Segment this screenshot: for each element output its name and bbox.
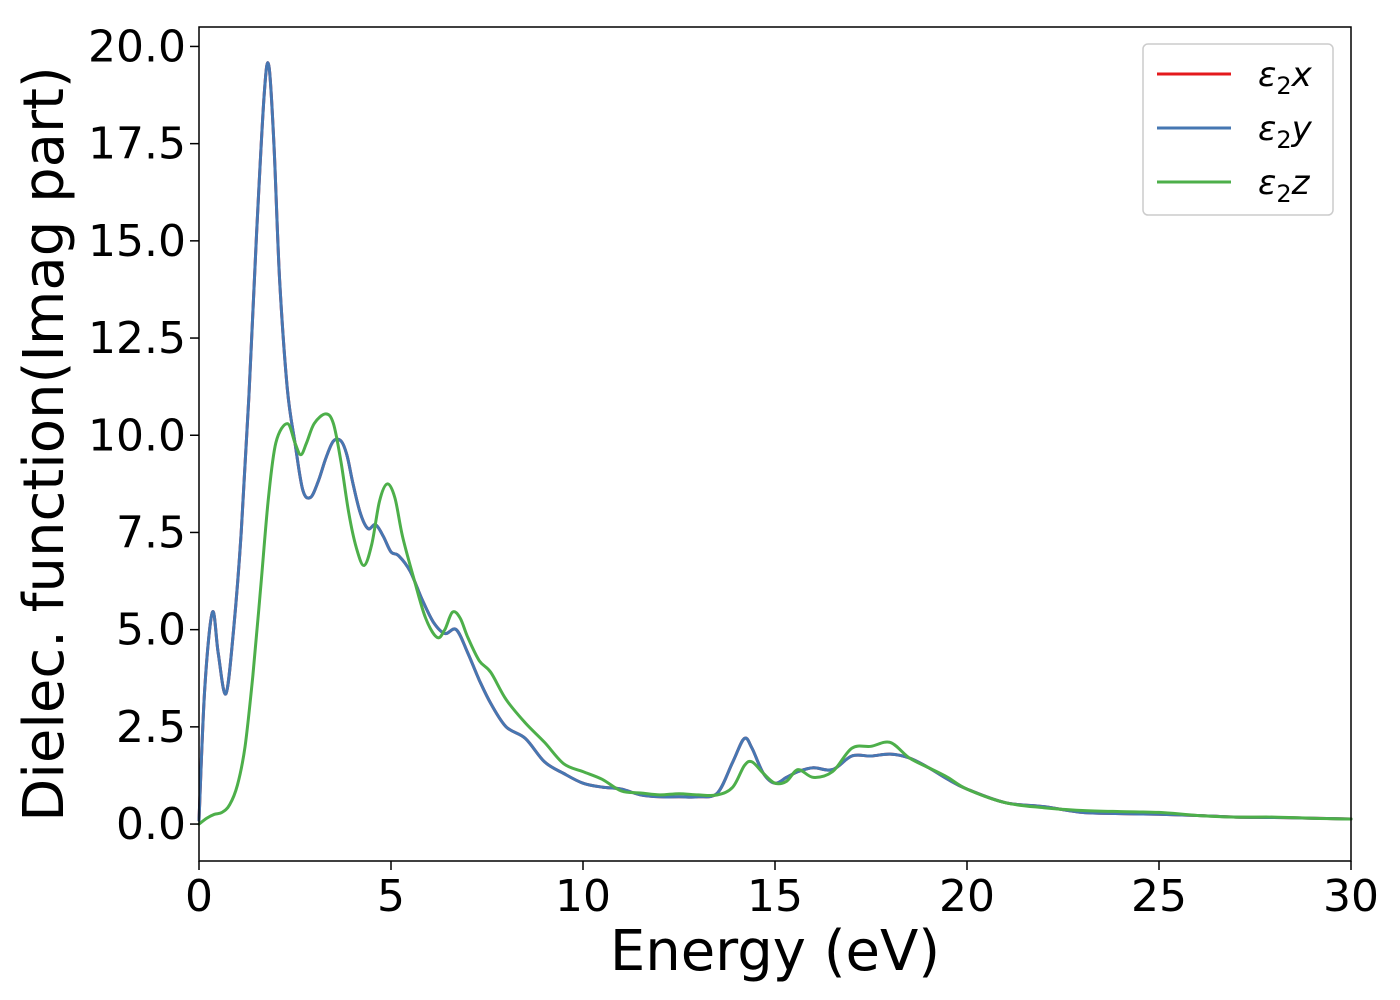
y-tick-label: 15.0 <box>88 216 186 267</box>
x-tick-label: 15 <box>747 871 803 922</box>
x-tick-label: 30 <box>1323 871 1379 922</box>
y-tick-label: 2.5 <box>116 702 186 753</box>
x-axis-label: Energy (eV) <box>610 919 940 984</box>
legend-label-y: ε2y <box>1258 109 1313 154</box>
ticks-layer: 0 5 10 15 20 25 30 0.0 2.5 5.0 7.5 10.0 12.5 15.0 17.5… <box>88 21 1379 922</box>
series-line-z <box>197 412 1353 826</box>
legend: ε2x ε2y ε2z <box>1142 43 1334 216</box>
legend-box <box>1142 43 1334 216</box>
y-tick-label: 12.5 <box>88 313 186 364</box>
legend-label-x: ε2x <box>1258 55 1313 100</box>
series-layer <box>197 61 1353 826</box>
y-tick-label: 20.0 <box>88 21 186 72</box>
x-tick-label: 20 <box>939 871 995 922</box>
x-tick-label: 5 <box>377 871 405 922</box>
x-tick-label: 25 <box>1131 871 1187 922</box>
y-tick-label: 0.0 <box>116 799 186 850</box>
x-tick-label: 0 <box>185 871 213 922</box>
legend-label-z: ε2z <box>1258 163 1311 208</box>
y-tick-label: 7.5 <box>116 507 186 558</box>
y-tick-label: 17.5 <box>88 119 186 170</box>
y-tick-label: 10.0 <box>88 410 186 461</box>
y-axis-label: Dielec. function(Imag part) <box>12 66 77 822</box>
y-tick-label: 5.0 <box>116 605 186 656</box>
x-tick-label: 10 <box>555 871 611 922</box>
